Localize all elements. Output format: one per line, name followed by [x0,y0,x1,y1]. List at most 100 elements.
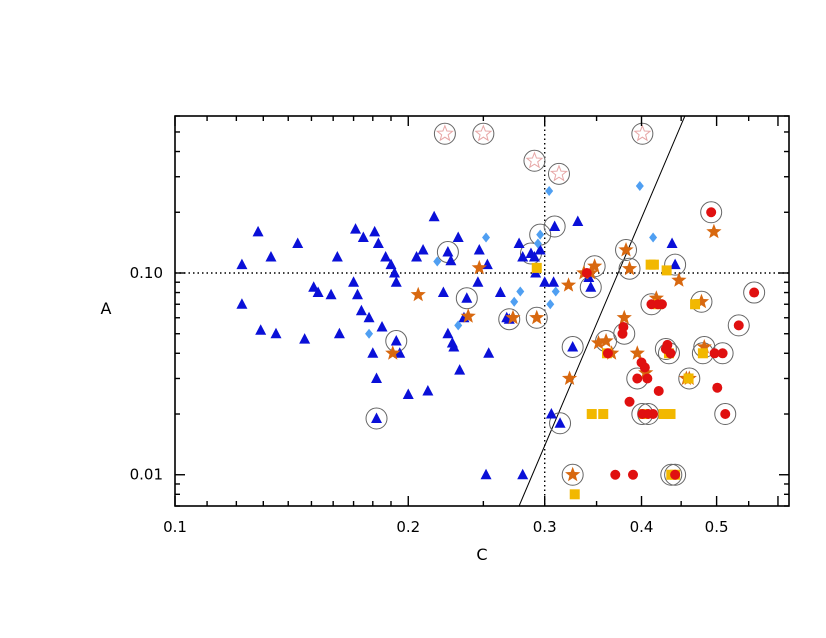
diamond-point [482,232,491,243]
triangle-point [402,388,414,399]
diagonal-line [518,115,686,507]
triangle-point [517,468,529,480]
plot-frame [174,115,790,507]
triangle-point [372,237,384,249]
star-point [529,309,545,325]
star-point [618,242,634,257]
square-point [658,409,669,420]
diamond-point [635,180,644,191]
triangle-point [348,276,360,287]
triangle-point [445,254,457,266]
triangle-point [666,237,678,249]
star-point [460,308,476,323]
y-tick-label: 0.10 [130,264,163,282]
triangle-point [452,231,464,242]
star-point [561,370,578,385]
triangle-point [292,237,304,249]
star-point [629,345,645,360]
triangle-point [371,372,383,383]
highlight-ring [654,338,677,361]
y-tick-label: 0.01 [130,466,163,484]
x-tick-label: 0.5 [705,518,729,536]
circle-point [706,207,717,218]
highlight-ring [547,162,570,185]
triangle-point [312,286,324,298]
circle-point [624,396,635,407]
highlight-ring [664,253,687,276]
triangle-point [255,324,267,335]
highlight-ring [700,201,723,224]
circle-point [670,469,681,480]
triangle-point [355,304,367,316]
diamond-point [433,256,442,267]
circle-point [656,299,667,310]
star-point [616,309,632,325]
square-point [661,265,672,276]
triangle-point [363,311,375,323]
highlight-ring [743,281,766,304]
highlight-ring [714,403,737,426]
triangle-point [308,281,320,292]
tick-labels: 0.1 0.2 0.3 0.4 0.5 0.01 0.10 [130,264,729,536]
triangle-point [389,266,401,278]
triangle-point [549,220,561,232]
star-point [693,293,710,309]
x-axis-label: C [476,545,487,564]
square-point [531,262,542,273]
triangle-point [422,385,434,396]
triangle-point [567,340,579,352]
triangle-point [376,320,388,332]
triangle-point [494,286,506,298]
triangle-point [417,244,429,255]
highlight-ring [523,149,546,172]
star-point [471,259,487,275]
triangle-point [252,225,264,237]
circle-point [646,299,657,310]
circle-point [712,382,723,393]
star-point [565,466,581,482]
diamond-point [546,299,555,310]
triangle-point [333,327,345,339]
triangle-point [357,231,369,242]
triangle-point [473,244,485,255]
highlight-ring [433,122,456,145]
triangle-point [585,281,597,292]
diamond-point [545,185,554,196]
star-point [385,345,401,360]
highlight-ring [561,335,584,358]
x-tick-label: 0.2 [396,518,420,536]
open-star-point [525,151,544,169]
open-star-point [474,124,493,142]
square-point [665,409,676,420]
diamond-point [551,286,560,297]
highlight-ring [678,367,701,390]
diamond-point [516,286,525,297]
triangle-point [350,223,362,234]
triangle-point [472,276,484,287]
triangle-point [480,468,492,480]
highlight-ring [549,412,572,435]
triangle-point [390,276,402,287]
triangle-point [669,258,681,270]
diamond-point [454,320,463,331]
triangle-point [554,417,566,428]
highlight-ring [365,407,388,430]
star-point [505,309,521,325]
triangle-point [411,251,423,262]
diamond-point [536,229,545,240]
x-tick-label: 0.3 [533,518,557,536]
highlight-ring [498,308,521,331]
triangle-point [428,210,440,222]
star-point [560,277,577,292]
circle-point [639,362,650,373]
star-point [587,258,603,273]
triangle-point [525,247,537,258]
triangle-point [572,215,584,226]
triangle-point [367,347,379,358]
triangle-point [236,298,248,309]
square-point [690,299,701,310]
diamond-point [510,296,519,307]
circle-point [660,344,671,355]
star-point [410,286,426,302]
